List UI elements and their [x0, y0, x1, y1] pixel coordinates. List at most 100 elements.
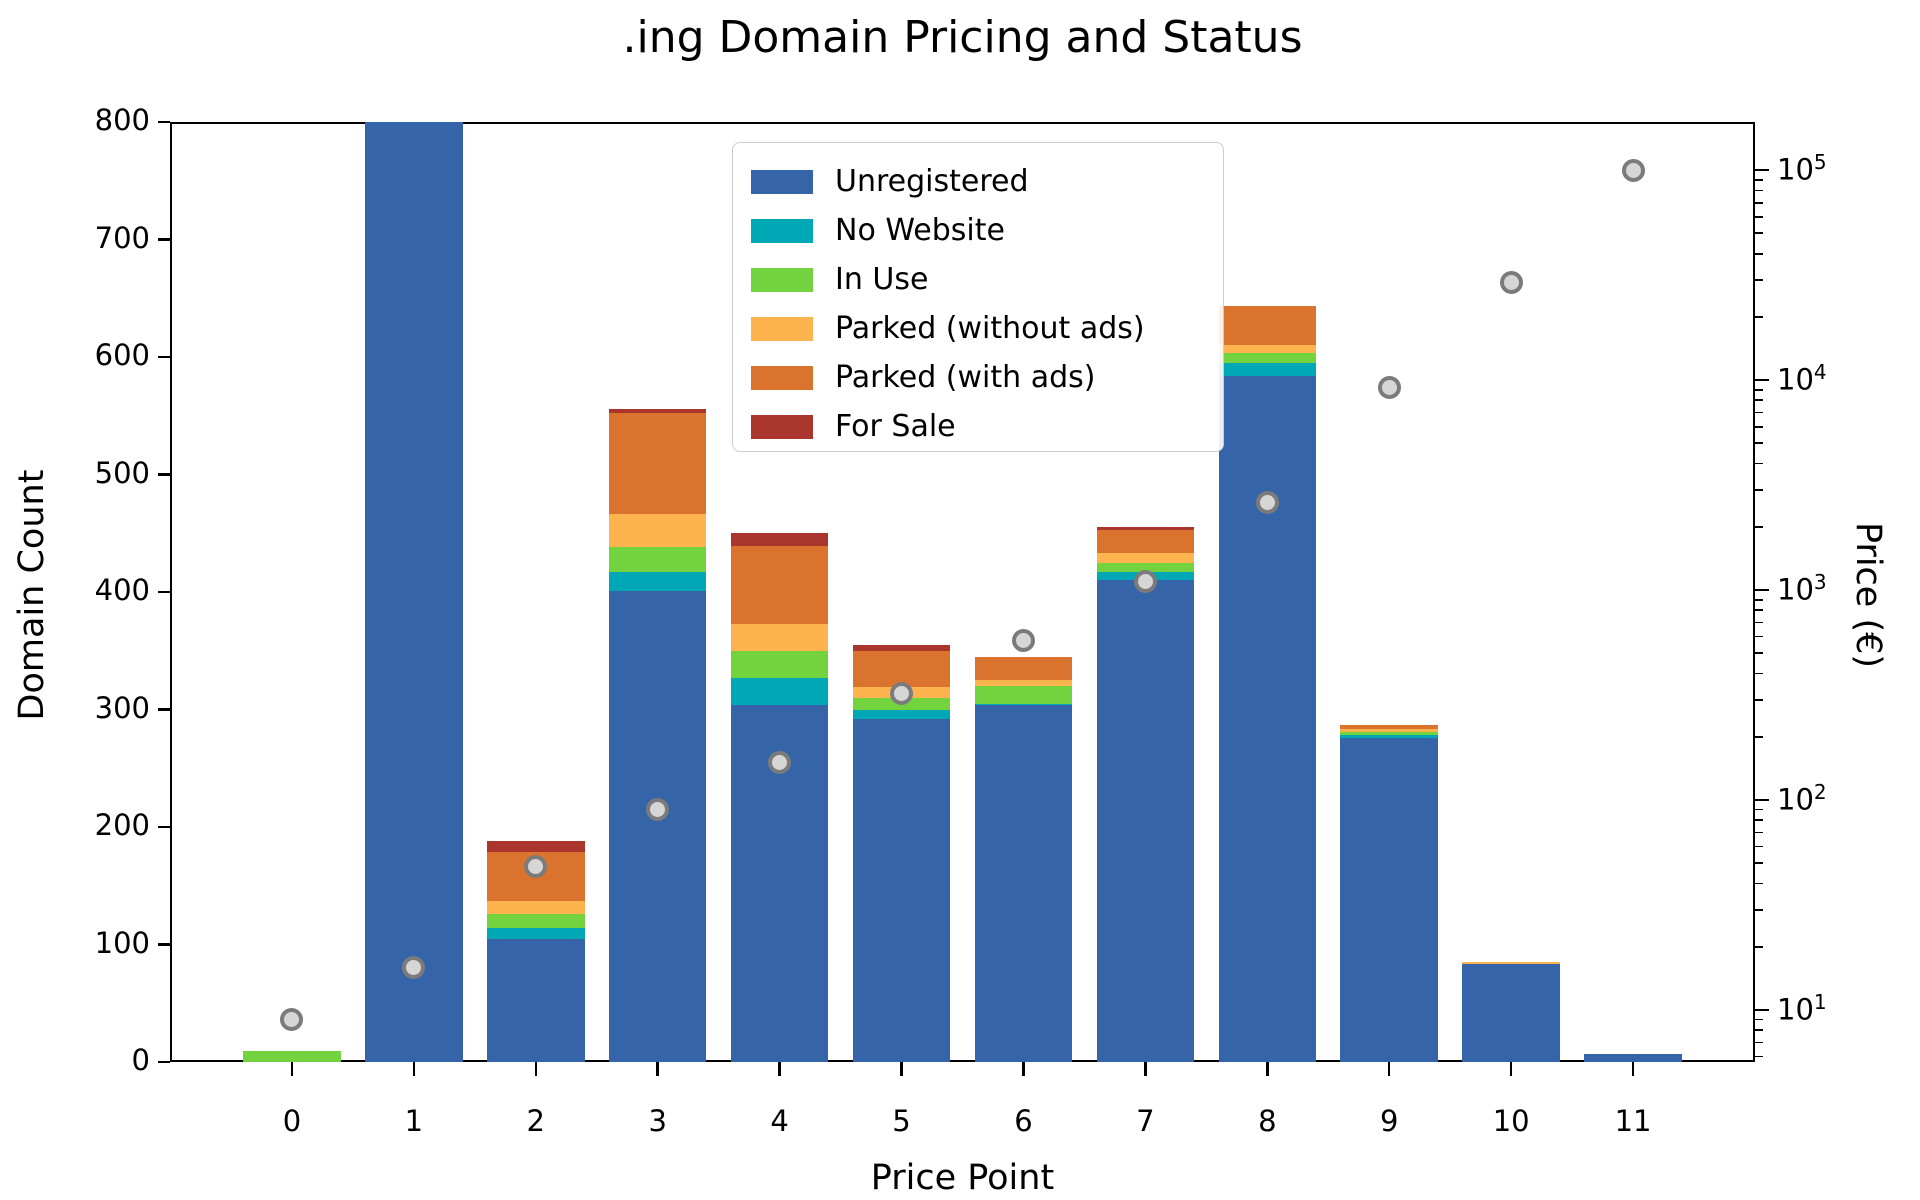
y-tick-label-left-600: 600: [94, 338, 150, 372]
y-minortick-right-70000: [1755, 201, 1763, 204]
bar-9-segment-no-website: [1340, 735, 1438, 738]
y-tick-right-1e5: [1755, 168, 1769, 172]
y-minortick-right-4000: [1755, 462, 1763, 465]
price-marker-2: [524, 855, 548, 879]
y-tick-right-1e2: [1755, 798, 1769, 802]
bar-7-segment-unregistered: [1096, 580, 1195, 1062]
y-tick-label-left-800: 800: [94, 103, 150, 137]
y-minortick-right-5000: [1755, 442, 1763, 445]
y-tick-left-100: [158, 943, 170, 946]
legend-entry-unregistered: Unregistered: [751, 157, 1223, 206]
bar-8-segment-no-website: [1218, 362, 1317, 376]
y-minortick-right-40000: [1755, 252, 1763, 255]
price-marker-1: [402, 955, 426, 979]
legend-entry-parked-with-ads: Parked (with ads): [751, 353, 1223, 402]
x-tick-4: [778, 1062, 781, 1076]
bar-9-segment-unregistered: [1340, 737, 1438, 1062]
legend-label-parked-without-ads: Parked (without ads): [835, 310, 1145, 346]
x-tick-1: [412, 1062, 416, 1076]
chart-title: .ing Domain Pricing and Status: [622, 12, 1303, 63]
bar-2-segment-parked-without-ads: [487, 901, 585, 914]
y-minortick-right-400: [1755, 672, 1763, 675]
y-minortick-right-800: [1755, 609, 1763, 612]
legend-swatch-parked-with-ads: [751, 365, 813, 390]
y-tick-right-1e3: [1755, 588, 1769, 592]
y-minortick-right-50: [1755, 862, 1763, 865]
y-minortick-right-30000: [1755, 278, 1763, 281]
bar-9-segment-parked-without-ads: [1340, 729, 1438, 732]
bar-5-segment-unregistered: [852, 718, 951, 1062]
y-minortick-right-7000: [1755, 411, 1763, 414]
bar-7-segment-parked-without-ads: [1096, 553, 1195, 563]
y-tick-left-0: [158, 1060, 170, 1064]
price-marker-0: [280, 1008, 304, 1032]
x-tick-label-9: 9: [1379, 1104, 1399, 1138]
x-tick-3: [656, 1062, 659, 1076]
legend-swatch-in-use: [751, 267, 813, 292]
x-tick-11: [1631, 1062, 1635, 1076]
x-tick-8: [1266, 1062, 1269, 1076]
bar-6-segment-no-website: [974, 703, 1073, 706]
y-tick-left-800: [158, 120, 170, 124]
bar-5-segment-no-website: [852, 709, 951, 719]
price-marker-3: [646, 798, 670, 822]
legend-label-unregistered: Unregistered: [835, 163, 1029, 199]
y-minortick-right-30: [1755, 908, 1763, 911]
bar-7-segment-parked-with-ads: [1096, 529, 1195, 554]
x-tick-0: [290, 1062, 294, 1076]
y-minortick-right-70: [1755, 831, 1763, 834]
legend-label-no-website: No Website: [835, 212, 1005, 248]
y-minortick-right-9000: [1755, 388, 1763, 391]
bar-4-segment-no-website: [730, 677, 829, 705]
bar-2-segment-in-use: [487, 913, 585, 929]
bar-3-segment-unregistered: [608, 590, 707, 1062]
bar-10-segment-parked-without-ads: [1462, 962, 1560, 964]
bar-2-segment-no-website: [487, 928, 585, 939]
y-minortick-right-500: [1755, 652, 1763, 655]
y-minortick-right-20: [1755, 945, 1763, 948]
x-tick-label-2: 2: [526, 1104, 545, 1138]
y-tick-label-left-200: 200: [94, 808, 150, 842]
legend-swatch-no-website: [751, 218, 813, 243]
price-marker-7: [1133, 569, 1157, 593]
bar-4-segment-parked-without-ads: [730, 623, 829, 651]
bar-8-segment-parked-without-ads: [1218, 345, 1317, 354]
x-tick-label-6: 6: [1014, 1104, 1033, 1138]
bar-4-segment-in-use: [730, 650, 829, 678]
y-tick-label-left-300: 300: [94, 690, 150, 725]
legend-entry-parked-without-ads: Parked (without ads): [751, 304, 1223, 353]
price-marker-10: [1499, 271, 1523, 295]
bar-8-segment-parked-with-ads: [1218, 306, 1317, 346]
bar-6-segment-unregistered: [974, 704, 1073, 1062]
bar-7-segment-for-sale: [1096, 527, 1195, 530]
y-tick-left-700: [158, 238, 170, 241]
bar-8-segment-in-use: [1218, 353, 1317, 363]
x-tick-6: [1022, 1062, 1025, 1076]
y-minortick-right-600: [1755, 635, 1763, 638]
price-marker-6: [1011, 628, 1035, 652]
bar-3-segment-in-use: [608, 547, 707, 573]
x-tick-label-8: 8: [1258, 1104, 1277, 1138]
y-tick-left-500: [158, 473, 170, 476]
x-tick-label-11: 11: [1614, 1104, 1652, 1138]
legend-entry-no-website: No Website: [751, 206, 1223, 255]
y-minortick-right-40: [1755, 882, 1763, 885]
y-tick-label-left-100: 100: [94, 925, 150, 960]
x-tick-label-10: 10: [1492, 1104, 1530, 1138]
x-tick-7: [1144, 1062, 1147, 1076]
y-tick-label-right-1e4: 104: [1777, 360, 1827, 397]
y-minortick-right-8000: [1755, 399, 1763, 402]
price-marker-5: [890, 682, 914, 706]
y-minortick-right-9: [1755, 1018, 1763, 1021]
y-minortick-right-700: [1755, 621, 1763, 624]
y-tick-left-600: [158, 355, 170, 359]
x-tick-label-3: 3: [648, 1104, 667, 1138]
y-minortick-right-8: [1755, 1029, 1763, 1032]
bar-3-segment-for-sale: [608, 408, 707, 414]
y-tick-label-right-1e3: 103: [1777, 570, 1827, 607]
y-tick-label-right-1e1: 101: [1777, 989, 1827, 1027]
y-minortick-right-300: [1755, 698, 1763, 701]
bar-1-segment-unregistered: [365, 122, 463, 1062]
bar-8-segment-unregistered: [1218, 375, 1317, 1062]
